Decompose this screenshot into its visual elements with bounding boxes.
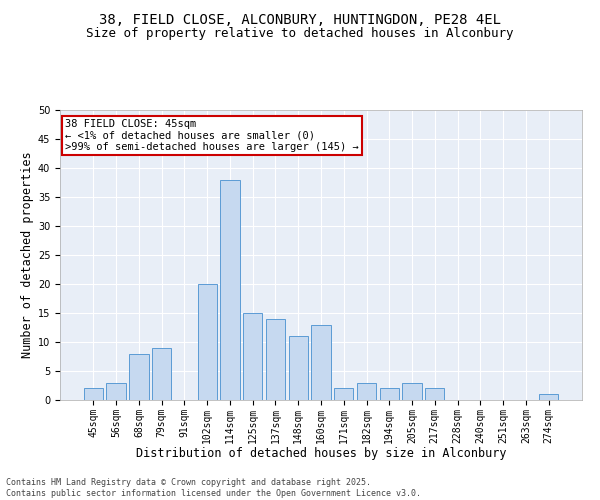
Bar: [403, 382, 422, 400]
Y-axis label: Number of detached properties: Number of detached properties: [20, 152, 34, 358]
Bar: [334, 388, 353, 400]
Bar: [106, 382, 126, 400]
Bar: [266, 319, 285, 400]
Bar: [289, 336, 308, 400]
Bar: [311, 324, 331, 400]
Bar: [197, 284, 217, 400]
Bar: [129, 354, 149, 400]
Text: 38, FIELD CLOSE, ALCONBURY, HUNTINGDON, PE28 4EL: 38, FIELD CLOSE, ALCONBURY, HUNTINGDON, …: [99, 12, 501, 26]
Bar: [380, 388, 399, 400]
Bar: [152, 348, 172, 400]
Text: Contains HM Land Registry data © Crown copyright and database right 2025.
Contai: Contains HM Land Registry data © Crown c…: [6, 478, 421, 498]
Bar: [539, 394, 558, 400]
Bar: [84, 388, 103, 400]
Bar: [425, 388, 445, 400]
Text: 38 FIELD CLOSE: 45sqm
← <1% of detached houses are smaller (0)
>99% of semi-deta: 38 FIELD CLOSE: 45sqm ← <1% of detached …: [65, 118, 359, 152]
Bar: [243, 313, 262, 400]
X-axis label: Distribution of detached houses by size in Alconbury: Distribution of detached houses by size …: [136, 447, 506, 460]
Text: Size of property relative to detached houses in Alconbury: Size of property relative to detached ho…: [86, 28, 514, 40]
Bar: [220, 180, 239, 400]
Bar: [357, 382, 376, 400]
